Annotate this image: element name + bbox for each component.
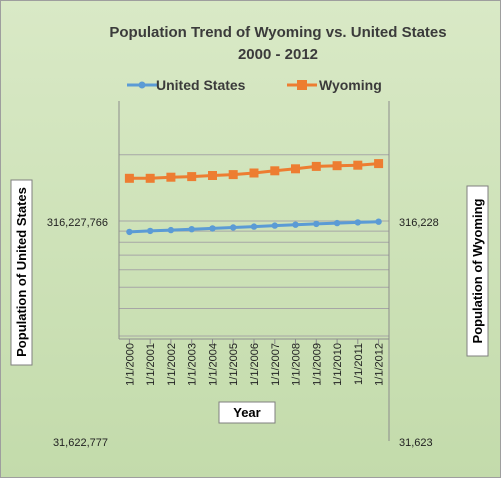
data-point	[230, 224, 237, 231]
x-axis-title: Year	[233, 405, 260, 420]
x-axis-title-background	[218, 401, 276, 424]
right-axis-tick-label-top: 316,228	[399, 217, 439, 229]
x-axis-tick-label: 1/1/2008	[291, 343, 303, 386]
data-point	[354, 219, 361, 226]
right-axis-title-box: Population of Wyoming	[466, 185, 489, 357]
x-axis-tick-label: 1/1/2006	[249, 343, 261, 386]
data-point	[188, 226, 195, 233]
right-axis-tick-label-bottom: 31,623	[399, 437, 433, 449]
data-point	[187, 172, 197, 182]
data-point	[145, 173, 155, 183]
left-axis-title-box: Population of United States	[10, 179, 33, 366]
data-point	[271, 222, 278, 229]
x-axis-tick-label: 1/1/2000	[124, 343, 136, 386]
left-axis-tick-label-bottom: 31,622,777	[53, 437, 108, 449]
right-axis-title: Population of Wyoming	[470, 198, 485, 343]
chart-title-line-1: Population Trend of Wyoming vs. United S…	[109, 24, 446, 41]
series-united-states	[126, 218, 382, 236]
data-point	[147, 227, 154, 235]
x-axis-tick-label: 1/1/2002	[166, 343, 178, 386]
data-point	[167, 226, 175, 234]
x-axis-tick-label: 1/1/2005	[228, 343, 240, 386]
data-point	[166, 172, 176, 182]
x-axis-tick-label: 1/1/2003	[187, 343, 199, 386]
legend: United States Wyoming	[127, 77, 382, 93]
chart-title-line-2: 2000 - 2012	[238, 46, 318, 63]
data-point	[374, 159, 384, 169]
left-axis-title-background	[10, 179, 33, 366]
data-point	[311, 161, 321, 171]
right-axis-title-background	[466, 185, 489, 357]
x-axis-tick-labels: 1/1/2000 1/1/2001 1/1/2002 1/1/2003 1/1/2004…	[124, 339, 386, 386]
data-point	[292, 221, 299, 228]
data-point	[313, 220, 320, 228]
legend-marker-wyoming	[297, 80, 307, 90]
x-axis-title-box: Year	[218, 401, 276, 424]
legend-marker-united-states	[138, 81, 146, 89]
x-axis-tick-label: 1/1/2011	[353, 343, 365, 385]
x-axis-tick-label: 1/1/2004	[208, 343, 220, 386]
legend-label-wyoming: Wyoming	[319, 77, 382, 93]
x-axis-tick-label: 1/1/2007	[270, 343, 282, 386]
x-axis-tick-label: 1/1/2010	[332, 343, 344, 386]
data-point	[353, 160, 363, 170]
data-point	[208, 171, 217, 180]
gridlines	[119, 154, 389, 340]
data-point	[332, 161, 342, 171]
data-point	[126, 228, 133, 236]
data-point	[270, 166, 280, 176]
data-point	[291, 164, 300, 174]
x-axis-tick-label: 1/1/2012	[374, 343, 386, 386]
data-point	[333, 219, 341, 227]
data-point	[124, 173, 134, 183]
data-point	[249, 168, 259, 178]
x-axis-tick-label: 1/1/2009	[311, 343, 323, 386]
data-point	[250, 223, 258, 230]
data-point	[209, 225, 216, 232]
left-axis-title: Population of United States	[14, 187, 29, 357]
data-point	[228, 170, 238, 180]
x-axis-tick-label: 1/1/2001	[145, 343, 157, 386]
legend-label-united-states: United States	[156, 77, 246, 93]
left-axis-tick-label-top: 316,227,766	[47, 217, 108, 229]
series-wyoming	[124, 159, 384, 183]
data-point	[375, 218, 382, 225]
